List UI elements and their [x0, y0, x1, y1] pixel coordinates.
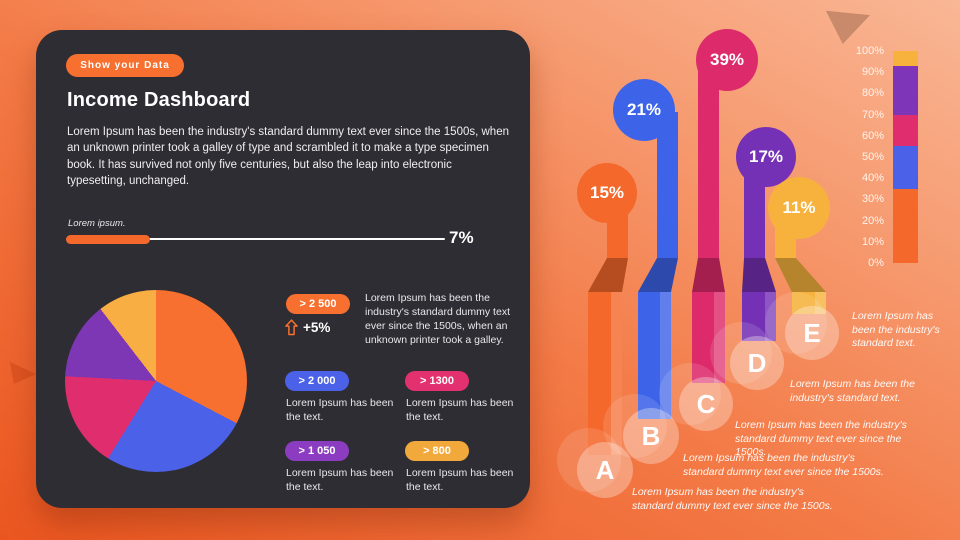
ribbon-band	[692, 292, 725, 383]
description-text: Lorem Ipsum has been the industry's stan…	[67, 126, 509, 187]
ribbon-band	[792, 292, 826, 314]
kpi-delta-value: +5%	[303, 320, 331, 335]
scale-axis-ticks: 100% 90% 80% 70% 60% 50% 40% 30% 20% 10% 0%	[832, 44, 884, 274]
show-your-data-button[interactable]: Show your Data	[66, 54, 184, 77]
ribbon-band	[638, 292, 671, 419]
scale-segment	[893, 114, 918, 147]
category-node-d: D	[710, 322, 784, 390]
scale-tick-label: 20%	[861, 214, 884, 227]
legend-note: Lorem Ipsum has been the text.	[286, 397, 394, 423]
kpi-note: Lorem Ipsum has been the industry's stan…	[365, 292, 510, 346]
value-bubble: 17%	[736, 127, 796, 187]
category-letter: D	[747, 347, 767, 378]
scale-tick-label: 80%	[861, 87, 884, 100]
stacked-scale-bar	[893, 51, 918, 264]
ribbon-fold	[588, 258, 628, 292]
scale-tick-label: 70%	[861, 108, 884, 121]
category-node-c: C	[659, 363, 733, 431]
ribbon-fold	[692, 258, 725, 292]
pie-chart	[65, 290, 247, 472]
category-letter: E	[803, 317, 821, 348]
value-label: 39%	[709, 50, 745, 69]
scale-tick-label: 40%	[861, 172, 884, 185]
progress-track	[66, 238, 445, 240]
value-label: 15%	[589, 183, 625, 202]
category-node-a: A	[557, 428, 633, 498]
progress-label: Lorem ipsum.	[68, 218, 126, 229]
value-bubble: 39%	[696, 29, 758, 91]
scale-tick-label: 10%	[861, 235, 884, 248]
scale-tick-label: 100%	[855, 45, 884, 57]
scale-tick-label: 30%	[861, 193, 884, 206]
ribbon-band	[588, 292, 622, 455]
value-label: 17%	[748, 147, 784, 166]
scale-segment	[893, 146, 918, 189]
category-letter: B	[641, 420, 661, 451]
scale-segment	[893, 188, 918, 264]
income-dashboard-card: Show your Data Income Dashboard Lorem Ip…	[36, 30, 530, 508]
legend-note: Lorem Ipsum has been the text.	[406, 397, 514, 423]
category-letter: C	[696, 388, 716, 419]
value-label: 11%	[782, 198, 816, 217]
scale-tick-label: 90%	[861, 66, 884, 79]
ribbon-fold	[742, 258, 776, 292]
series-caption: Lorem Ipsum has been the industry's stan…	[683, 452, 884, 478]
ribbon-stem	[657, 112, 678, 258]
scale-tick-label: 60%	[861, 129, 884, 142]
scale-segment	[893, 65, 918, 115]
progress-fill	[66, 234, 150, 244]
legend-note: Lorem Ipsum has been the text.	[286, 467, 394, 493]
series-caption: Lorem Ipsum has been the industry's stan…	[735, 419, 907, 458]
ribbon-fold	[775, 258, 826, 292]
ribbon-stem	[698, 62, 719, 258]
scale-tick-label: 0%	[868, 257, 884, 269]
category-node-e: E	[765, 292, 839, 360]
scale-segment	[893, 51, 918, 66]
legend-pill-800: > 800	[405, 441, 469, 461]
legend-pill-1050: > 1 050	[285, 441, 349, 461]
page-title: Income Dashboard	[67, 89, 251, 111]
value-bubble: 21%	[613, 79, 675, 141]
ribbon-fold	[638, 258, 678, 292]
value-label: 21%	[626, 100, 662, 119]
series-caption: Lorem Ipsum has been the industry's stan…	[852, 310, 940, 349]
kpi-delta: +5%	[285, 319, 330, 336]
legend-pill-1300: > 1300	[405, 371, 469, 391]
scale-tick-label: 50%	[861, 151, 884, 163]
arrow-up-icon	[285, 319, 298, 336]
category-node-b: B	[603, 394, 679, 464]
value-bubble: 15%	[577, 163, 637, 223]
progress-value: 7%	[449, 228, 474, 247]
legend-note: Lorem Ipsum has been the text.	[406, 467, 514, 493]
series-caption: Lorem Ipsum has been the industry's stan…	[632, 486, 833, 512]
kpi-pill-2500: > 2 500	[286, 294, 350, 314]
triangle-decoration-top-right	[825, 10, 870, 44]
series-caption: Lorem Ipsum has been the industry's stan…	[790, 378, 915, 404]
value-bubble: 11%	[768, 177, 830, 239]
ribbon-band	[742, 292, 776, 341]
category-letter: A	[595, 454, 615, 485]
triangle-decoration-left	[10, 362, 36, 384]
legend-pill-2000: > 2 000	[285, 371, 349, 391]
